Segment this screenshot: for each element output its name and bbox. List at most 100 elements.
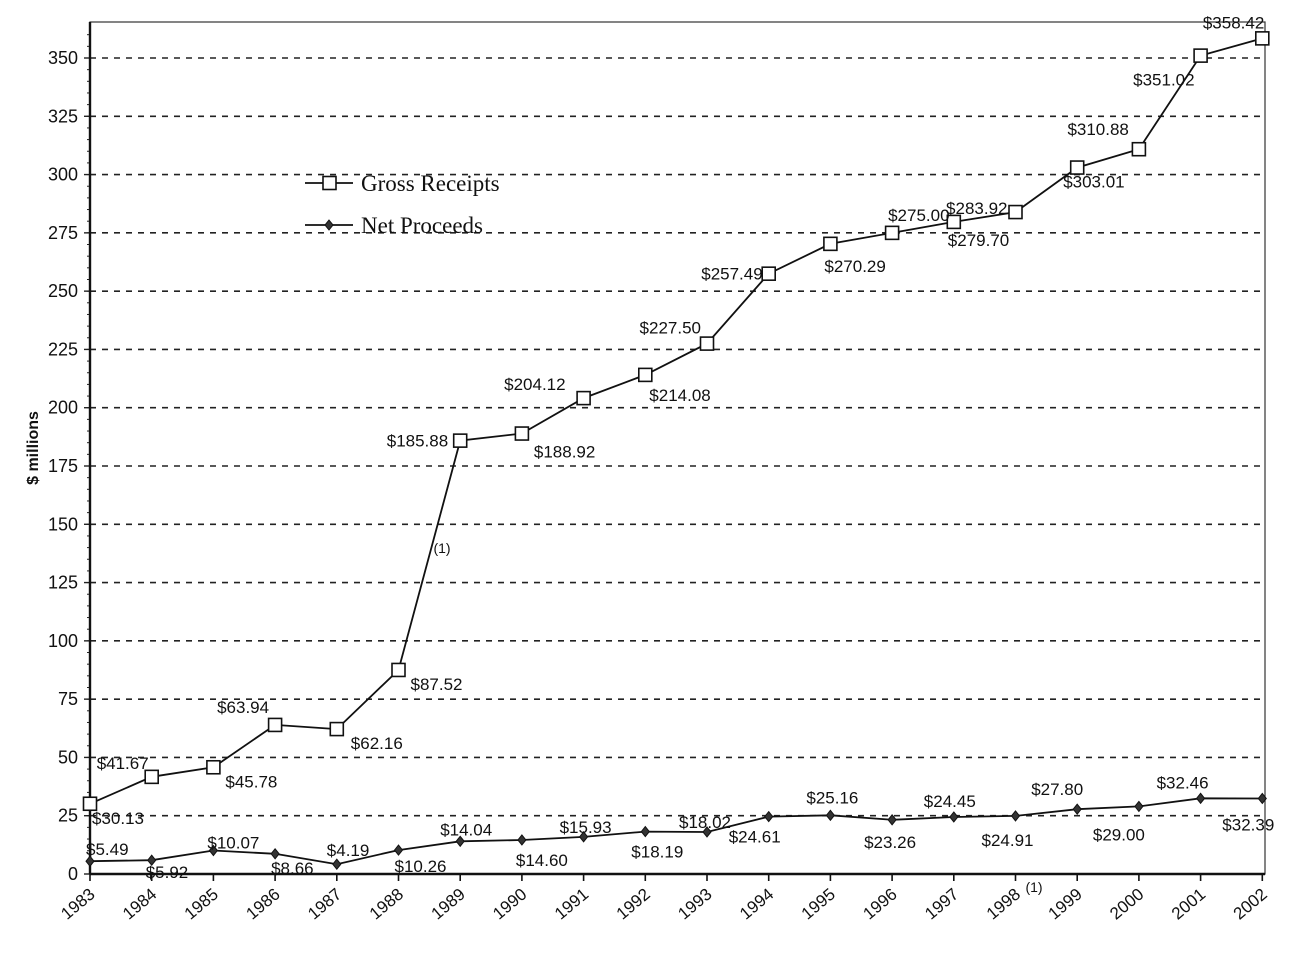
gross-receipts-point [267, 717, 283, 733]
net-proceeds-point [764, 810, 774, 823]
net-proceeds-line [89, 797, 1263, 866]
net-proceeds-data-label: $32.46 [1157, 773, 1209, 792]
net-proceeds-point [270, 848, 280, 860]
gross-receipts-point [514, 426, 530, 441]
gross-receipts-data-label: $45.78 [225, 772, 277, 791]
net-proceeds-point [825, 809, 836, 822]
net-proceeds-point [147, 854, 157, 866]
net-proceeds-point [393, 844, 404, 856]
legend: Gross Receipts Net Proceeds [305, 171, 500, 238]
x-tick-label: 2001 [1168, 885, 1209, 924]
y-tick-label: 75 [58, 689, 78, 709]
net-proceeds-data-label: $23.26 [864, 833, 916, 852]
x-tick-label: 1994 [736, 885, 777, 924]
axes: 0 25 50 75 100 125 150 175 200 225 250 275 300 325 350… [25, 21, 1271, 924]
gross-receipts-data-label: $303.01 [1063, 173, 1124, 192]
net-proceeds-point [702, 826, 712, 838]
gross-receipts-point [699, 336, 715, 351]
y-tick-label: 300 [48, 165, 78, 185]
net-proceeds-data-label: $27.80 [1031, 780, 1083, 799]
x-tick-label: 2000 [1106, 885, 1147, 924]
x-tick-label: 1984 [119, 885, 160, 924]
gross-receipts-data-label: $270.29 [824, 257, 885, 276]
y-tick-label: 250 [48, 281, 78, 301]
y-tick-label: 325 [48, 106, 78, 126]
gross-receipts-point [823, 236, 838, 252]
gross-receipts-data-label: $41.67 [97, 754, 149, 773]
legend-gross-marker [322, 175, 337, 191]
y-tick-label: 225 [48, 339, 78, 359]
net-proceeds-point [640, 825, 650, 838]
gross-receipts-point [884, 225, 900, 241]
gross-receipts-point [144, 769, 159, 785]
footnote-annotation: (1) [1025, 879, 1042, 895]
net-proceeds-data-label: $32.39 [1222, 815, 1274, 834]
gross-receipts-data-label: $279.70 [948, 231, 1009, 250]
x-tick-label: 1993 [674, 885, 715, 924]
net-proceeds-point [1072, 803, 1082, 815]
net-proceeds-data-label: $10.26 [395, 857, 447, 876]
x-tick-label: 1998 [983, 885, 1024, 924]
gross-receipts-data-label: $214.08 [649, 386, 710, 405]
net-proceeds-data-label: $14.04 [440, 820, 492, 839]
net-proceeds-point [887, 813, 897, 826]
x-tick-label: 1985 [181, 885, 222, 924]
y-tick-label: 200 [48, 398, 78, 418]
net-proceeds-point [332, 858, 342, 871]
gross-receipts-data-label: $275.00 [888, 206, 949, 225]
net-proceeds-data-label: $8.66 [271, 859, 314, 878]
net-proceeds-data-label: $10.07 [207, 834, 259, 853]
gross-receipts-point [1008, 204, 1023, 220]
net-proceeds-point [455, 835, 465, 848]
plot-frame [89, 21, 1266, 875]
gross-receipts-point [1255, 31, 1270, 46]
gross-receipts-point [206, 759, 221, 775]
net-proceeds-data-label: $25.16 [806, 788, 858, 807]
x-tick-label: 2002 [1230, 885, 1271, 924]
x-tick-label: 1987 [304, 885, 345, 924]
net-proceeds-point [517, 834, 527, 846]
y-tick-label: 125 [48, 573, 78, 593]
net-proceeds-data-label: $29.00 [1093, 825, 1145, 844]
y-tick-label: 350 [48, 48, 78, 68]
y-tick-label: 150 [48, 514, 78, 534]
gross-receipts-point [576, 390, 591, 406]
gross-receipts-data-label: $227.50 [640, 319, 701, 338]
net-proceeds-point [949, 811, 959, 823]
gross-receipts-data-label: $358.42 [1203, 13, 1264, 32]
gross-receipts-data-label: $204.12 [504, 375, 565, 394]
net-proceeds-point [1257, 792, 1267, 805]
x-tick-label: 1986 [242, 885, 283, 924]
legend-net-marker [324, 219, 334, 231]
x-tick-label: 1990 [489, 885, 530, 924]
y-tick-label: 175 [48, 456, 78, 476]
gross-receipts-data-label: $62.16 [351, 734, 403, 753]
y-tick-label: 25 [58, 806, 78, 826]
net-proceeds-data-label: $24.45 [924, 792, 976, 811]
gross-receipts-data-label: $87.52 [411, 675, 463, 694]
gross-receipts-data-label: $188.92 [534, 443, 595, 462]
gross-receipts-point [637, 367, 653, 383]
gross-receipts-line [89, 37, 1263, 805]
x-tick-label: 1999 [1045, 885, 1086, 924]
x-tick-label: 1992 [613, 885, 654, 924]
data-labels: $30.13 $41.67 $45.78 $63.94 $62.16 $87.52 $185… [86, 13, 1274, 895]
gross-receipts-point [452, 433, 468, 448]
x-tick-label: 1996 [859, 885, 900, 924]
net-proceeds-data-label: $18.19 [631, 843, 683, 862]
net-proceeds-point [208, 844, 219, 857]
y-tick-label: 50 [58, 747, 78, 767]
x-tick-label: 1995 [798, 885, 839, 924]
gross-receipts-point [946, 214, 962, 230]
net-proceeds-data-label: $5.49 [86, 840, 129, 859]
net-proceeds-data-label: $14.60 [516, 851, 568, 870]
net-proceeds-point [578, 831, 589, 843]
gross-receipts-point [329, 721, 345, 737]
gross-receipts-point [1131, 141, 1147, 157]
y-tick-label: 275 [48, 223, 78, 243]
net-proceeds-data-label: $24.61 [729, 828, 781, 847]
gross-receipts-data-label: $257.49 [701, 265, 762, 284]
series-lines [82, 31, 1270, 871]
y-tick-label: 0 [68, 864, 78, 884]
